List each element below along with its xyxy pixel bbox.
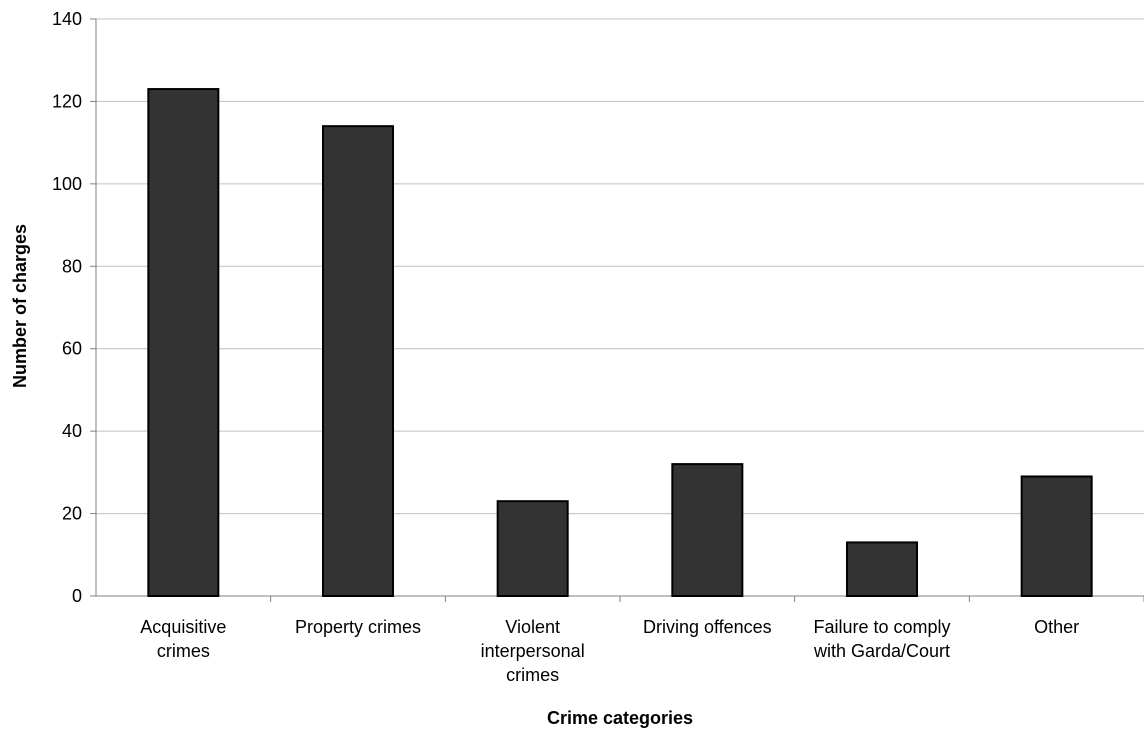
bar: [496, 500, 569, 598]
y-tick-label: 140: [52, 9, 82, 29]
y-tick-label: 100: [52, 174, 82, 194]
bars: [147, 88, 1093, 598]
x-category-label: Property crimes: [295, 617, 421, 637]
x-category-label: Acquisitive crimes: [140, 617, 226, 661]
bar: [671, 463, 744, 597]
x-category-label: Driving offences: [643, 617, 772, 637]
bar: [147, 88, 220, 597]
y-tick-label: 20: [62, 504, 82, 524]
x-category-label: Failure to comply with Garda/Court: [813, 617, 951, 661]
x-axis-title: Crime categories: [547, 708, 693, 728]
bar: [846, 541, 918, 598]
x-category-label: Other: [1034, 617, 1079, 637]
x-category-label: Violent interpersonal crimes: [481, 617, 585, 685]
y-tick-label: 0: [72, 586, 82, 606]
y-tick-label: 40: [62, 421, 82, 441]
gridlines: [96, 18, 1144, 515]
axes: [90, 18, 1144, 602]
y-tick-label: 80: [62, 256, 82, 276]
y-tick-label: 120: [52, 91, 82, 111]
y-tick-label: 60: [62, 339, 82, 359]
y-axis-title: Number of charges: [10, 224, 30, 388]
axis-labels: 0 20 40 60 80 100 120 140 Acquisitive crimes Prope…: [52, 9, 1079, 685]
bar: [1020, 475, 1093, 598]
bar: [322, 125, 394, 598]
